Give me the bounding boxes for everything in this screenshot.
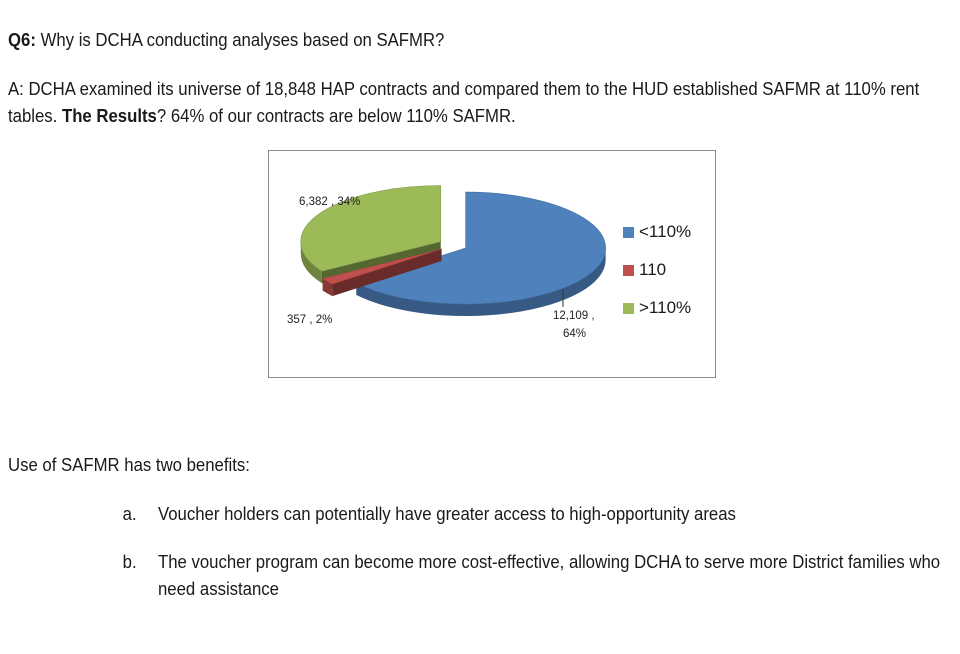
legend-swatch	[623, 226, 634, 238]
question-label: Q6:	[8, 30, 36, 50]
question-line: Q6: Why is DCHA conducting analyses base…	[8, 30, 444, 51]
answer-text-end: ? 64% of our contracts are below 110% SA…	[156, 106, 516, 126]
pie-slice-1	[321, 248, 442, 297]
pie-chart-svg: 12,109 , 357 , 2% 6,382 , 34% 64%	[287, 185, 606, 340]
benefit-item: a. Voucher holders can potentially have g…	[123, 501, 736, 528]
answer-text: A: DCHA examined its universe of 18,848 …	[8, 79, 920, 126]
list-marker: b.	[122, 552, 137, 572]
benefit-item: b. The voucher program can become more co…	[123, 549, 958, 603]
legend-item: <110%	[623, 213, 691, 251]
legend-swatch	[623, 302, 634, 314]
legend-label: 110	[639, 260, 667, 279]
chart-legend: <110% 110 >110%	[623, 213, 691, 327]
question-text: Why is DCHA conducting analyses based on…	[35, 30, 445, 50]
answer-paragraph: A: DCHA examined its universe of 18,848 …	[8, 76, 947, 130]
pie-chart: 12,109 , 357 , 2% 6,382 , 34% 64% <110% 110…	[268, 150, 716, 378]
data-label: 6,382 , 34%	[299, 196, 360, 208]
legend-item: >110%	[623, 289, 691, 327]
benefits-title: Use of SAFMR has two benefits:	[8, 455, 250, 475]
answer-bold: The Results	[61, 106, 157, 126]
legend-label: <110%	[639, 222, 692, 241]
data-label: 12,109 ,	[553, 310, 595, 322]
list-marker: a.	[122, 504, 137, 524]
data-label: 64%	[563, 328, 586, 340]
benefit-text: The voucher program can become more cost…	[158, 552, 941, 599]
legend-label: >110%	[639, 298, 692, 317]
benefit-text: Voucher holders can potentially have gre…	[158, 504, 736, 524]
legend-swatch	[623, 264, 634, 276]
legend-item: 110	[623, 251, 691, 289]
data-label: 357 , 2%	[287, 314, 332, 326]
